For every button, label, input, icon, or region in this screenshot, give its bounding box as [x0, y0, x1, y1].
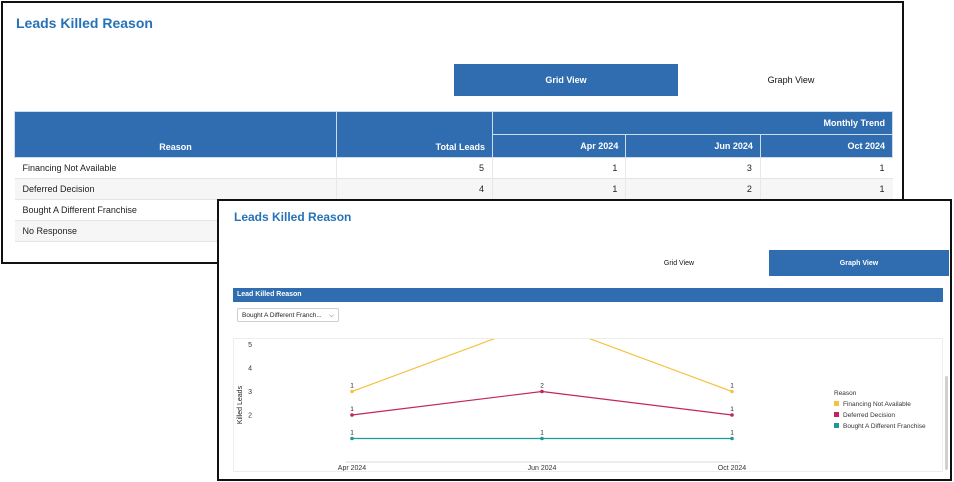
month-cell: 1 [759, 157, 893, 179]
column-group-monthly-trend: Monthly Trend [492, 111, 893, 135]
y-axis-label: Killed Leads [237, 385, 244, 424]
data-label: 1 [730, 430, 734, 437]
data-point [350, 436, 354, 441]
month-cell: 2 [625, 178, 761, 200]
legend-swatch [834, 401, 839, 406]
legend-title: Reason [834, 390, 857, 397]
graph-view-panel: Leads Killed Reason Grid View Graph View… [217, 199, 952, 481]
scrollbar[interactable] [945, 376, 948, 470]
legend-item: Bought A Different Franchise [843, 423, 926, 430]
y-tick-label: 3 [248, 389, 252, 396]
data-point [350, 413, 354, 417]
x-tick-label: Jun 2024 [528, 465, 557, 471]
legend-item: Deferred Decision [843, 412, 895, 419]
tab-grid-view[interactable]: Grid View [663, 259, 695, 267]
data-point [350, 389, 354, 394]
legend-swatch [834, 412, 839, 417]
data-label: 1 [350, 430, 354, 437]
data-label: 1 [350, 406, 354, 413]
column-header-reason[interactable]: Reason [14, 111, 337, 158]
dropdown-selected-value: Bought A Different Franch... [242, 312, 322, 319]
data-label: 2 [540, 383, 544, 390]
tab-grid-view[interactable]: Grid View [454, 64, 678, 96]
legend-swatch [834, 423, 839, 428]
line-chart: Killed Leads 2 3 4 5 Apr 2024 Jun 2024 Oct 2024… [233, 338, 943, 472]
month-cell: 1 [491, 157, 626, 179]
x-tick-label: Oct 2024 [718, 465, 747, 471]
column-header-total-leads[interactable]: Total Leads [336, 111, 493, 158]
column-header-month[interactable]: Apr 2024 [491, 134, 627, 158]
section-header: Lead Killed Reason [233, 288, 943, 302]
chevron-down-icon: ⌵ [329, 312, 334, 319]
data-point [730, 389, 734, 394]
data-label: 1 [540, 430, 544, 437]
reason-filter-dropdown[interactable]: Bought A Different Franch... ⌵ [237, 308, 339, 322]
tab-graph-view[interactable]: Graph View [767, 75, 815, 85]
total-cell: 4 [336, 178, 493, 200]
series-line [351, 390, 733, 416]
data-point [730, 413, 734, 417]
month-cell: 1 [759, 178, 893, 200]
month-cell: 3 [625, 157, 761, 179]
column-header-month[interactable]: Oct 2024 [759, 134, 894, 158]
data-label: 1 [730, 406, 734, 413]
page-title: Leads Killed Reason [234, 210, 352, 224]
legend-item: Financing Not Available [843, 401, 911, 408]
chart-svg: Killed Leads 2 3 4 5 Apr 2024 Jun 2024 Oct 2024… [237, 339, 926, 471]
data-point [540, 436, 544, 441]
data-point [540, 389, 544, 394]
data-label: 1 [350, 383, 354, 390]
reason-cell: Financing Not Available [14, 157, 337, 179]
column-header-month[interactable]: Jun 2024 [625, 134, 761, 158]
month-cell: 1 [491, 178, 626, 200]
data-point [730, 436, 734, 441]
y-tick-label: 4 [248, 366, 252, 373]
table-row: Deferred Decision 4 1 2 1 [14, 178, 893, 200]
reason-cell: Deferred Decision [14, 178, 337, 200]
x-tick-label: Apr 2024 [338, 465, 367, 471]
series-line [351, 339, 733, 393]
data-label: 1 [730, 383, 734, 390]
total-cell: 5 [336, 157, 493, 179]
page-title: Leads Killed Reason [16, 15, 153, 31]
y-tick-label: 5 [248, 342, 252, 349]
table-row: Financing Not Available 5 1 3 1 [14, 157, 893, 179]
y-tick-label: 2 [248, 413, 252, 420]
tab-graph-view[interactable]: Graph View [769, 250, 949, 276]
